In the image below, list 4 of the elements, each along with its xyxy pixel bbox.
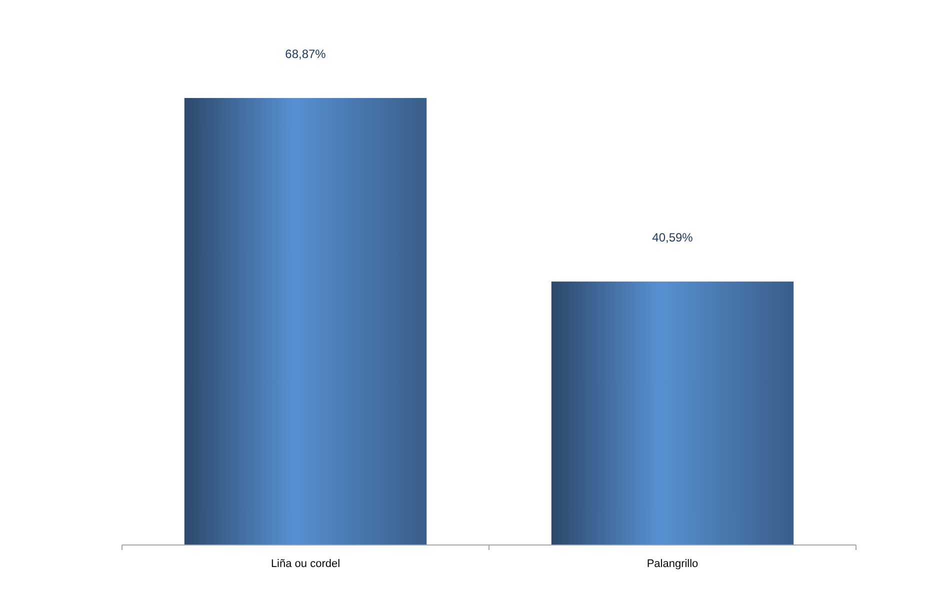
x-tick-label: Liña ou cordel [270, 558, 340, 570]
data-label: 40,59% [652, 230, 694, 245]
data-label: 68,87% [285, 47, 326, 61]
x-tick-label: Palangrillo [646, 558, 698, 570]
